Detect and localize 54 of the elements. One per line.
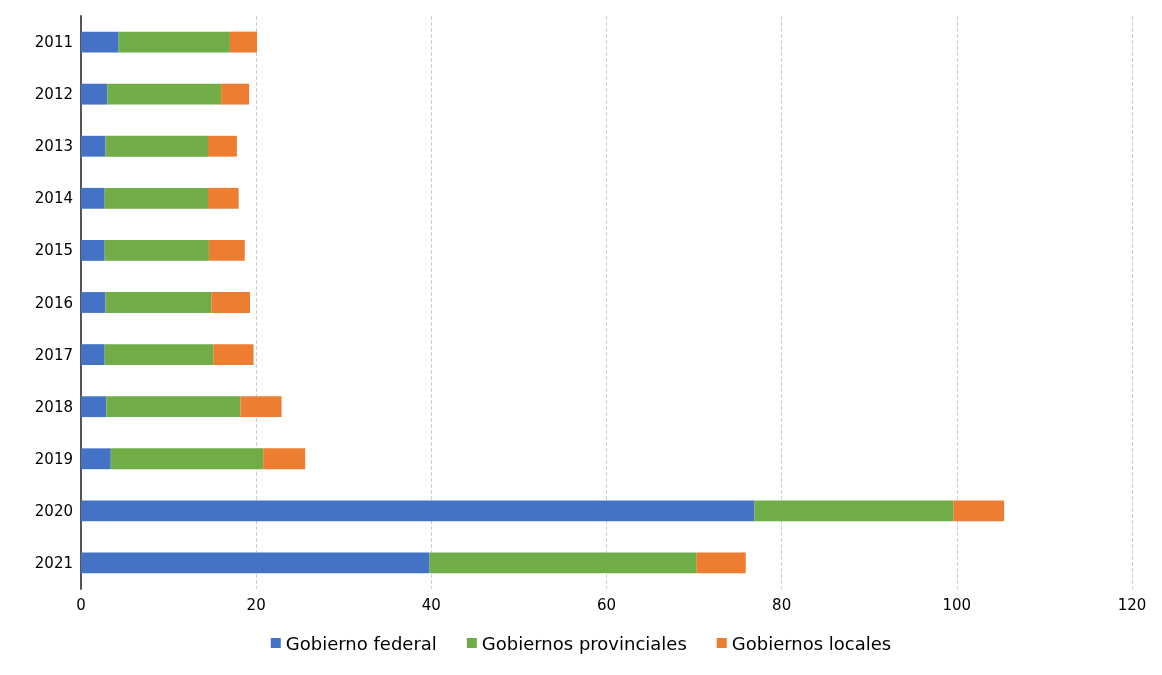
bar — [118, 31, 230, 53]
bar — [81, 187, 105, 209]
bar — [213, 344, 254, 366]
bar — [229, 31, 258, 53]
bar — [104, 344, 214, 366]
bar — [208, 187, 239, 209]
bar — [81, 83, 108, 105]
bar — [81, 135, 106, 157]
bar — [81, 448, 111, 470]
bar — [81, 552, 430, 574]
bar — [107, 83, 222, 105]
bar — [110, 448, 264, 470]
bar — [106, 396, 241, 418]
bar — [240, 396, 282, 418]
y-tick-label: 2016 — [34, 293, 73, 312]
y-tick-label: 2020 — [34, 501, 73, 520]
x-tick-label: 120 — [1117, 595, 1147, 614]
x-tick-label: 80 — [772, 595, 792, 614]
bar — [81, 31, 119, 53]
x-tick-label: 0 — [76, 595, 86, 614]
legend-label: Gobiernos provinciales — [481, 632, 687, 654]
bar — [81, 396, 107, 418]
y-tick-label: 2012 — [34, 85, 73, 104]
bar — [105, 292, 212, 313]
y-tick-label: 2014 — [34, 189, 73, 208]
legend-label: Gobierno federal — [285, 632, 437, 654]
bar — [953, 500, 1005, 522]
x-tick-label: 20 — [246, 595, 266, 614]
x-tick-label: 100 — [942, 595, 972, 614]
bar — [208, 239, 245, 261]
bar — [104, 187, 208, 209]
bar — [754, 500, 954, 522]
y-tick-label: 2017 — [34, 345, 73, 364]
y-tick-label: 2018 — [34, 397, 73, 416]
bar — [429, 552, 697, 574]
y-tick-label: 2021 — [34, 553, 73, 572]
bar — [81, 239, 105, 261]
bar — [696, 552, 746, 574]
y-tick-label: 2015 — [34, 241, 73, 260]
y-tick-label: 2013 — [34, 137, 73, 156]
bar — [211, 292, 251, 313]
bar — [263, 448, 306, 470]
y-tick-label: 2019 — [34, 449, 73, 468]
bar — [221, 83, 250, 105]
x-tick-label: 60 — [596, 595, 617, 614]
bar — [81, 500, 755, 522]
legend-label: Gobiernos locales — [731, 632, 892, 654]
y-tick-label: 2011 — [34, 33, 73, 52]
bar — [105, 135, 208, 157]
bar — [81, 292, 106, 313]
bar — [104, 239, 209, 261]
bar — [208, 135, 237, 157]
bar — [81, 344, 105, 366]
x-tick-label: 40 — [421, 595, 441, 614]
